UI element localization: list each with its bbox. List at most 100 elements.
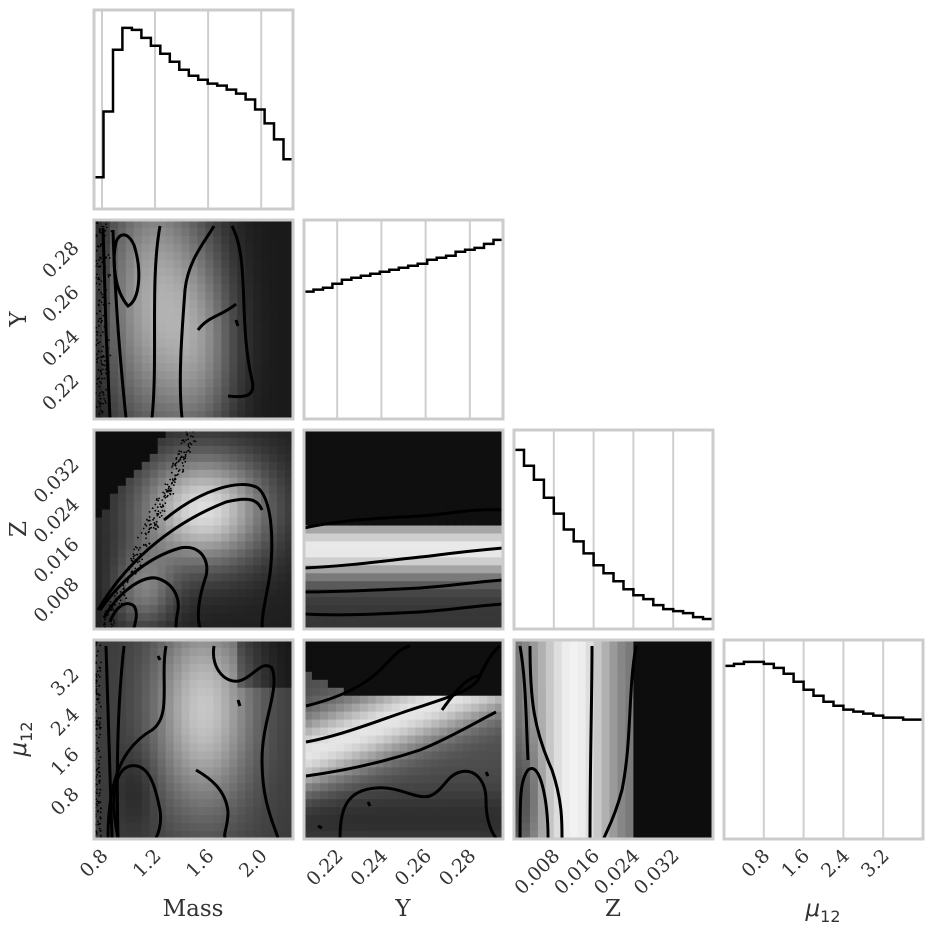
density-cell-Y-mu12 (407, 743, 417, 753)
density-cell-mass-mu12 (101, 727, 111, 737)
density-cell-mass-Y (181, 307, 191, 317)
density-cell-Z-mu12 (681, 743, 690, 753)
density-cell-Z-mu12 (633, 791, 642, 800)
density-cell-Y-mu12 (407, 695, 417, 705)
density-cell-mass-Z (197, 469, 207, 479)
density-cell-Z-mu12 (697, 807, 706, 816)
density-cell-mass-Z (101, 605, 111, 614)
density-cell-Z-mu12 (689, 831, 698, 839)
grid-mu12 (762, 640, 885, 839)
density-cell-mass-Y (189, 291, 199, 301)
outlier-point (178, 469, 181, 471)
density-cell-mass-Y (125, 307, 135, 317)
x-axis-label-y: Y (394, 896, 411, 922)
density-cell-Z-mu12 (529, 743, 539, 753)
density-cell-mass-Y (173, 315, 183, 325)
histogram-step-Z (514, 448, 713, 621)
density-cell-Y-mu12 (407, 671, 417, 681)
density-cell-mass-mu12 (245, 807, 254, 816)
outlier-point (149, 527, 151, 530)
density-cell-mass-Y (181, 243, 191, 253)
density-cell-mass-mu12 (94, 727, 103, 737)
density-cell-Y-Z (383, 509, 393, 519)
density-cell-Y-Z (487, 573, 496, 582)
outlier-point (155, 528, 157, 530)
density-cell-mass-Y (181, 395, 191, 404)
density-cell-mass-mu12 (285, 695, 293, 705)
density-cell-mass-Z (213, 525, 222, 535)
density-cell-mass-Y (229, 331, 238, 340)
density-cell-Z-mu12 (673, 767, 682, 776)
density-cell-Y-Z (407, 437, 417, 447)
density-cell-mass-Y (94, 355, 103, 364)
density-cell-Z-mu12 (625, 679, 634, 689)
density-cell-Z-mu12 (577, 743, 587, 753)
density-cell-mass-Y (189, 227, 199, 237)
density-cell-mass-mu12 (221, 663, 230, 673)
density-cell-Y-Z (495, 581, 503, 590)
density-cell-Z-mu12 (569, 703, 579, 713)
density-cell-mass-Z (269, 469, 278, 479)
density-cell-mass-mu12 (253, 735, 262, 745)
density-cell-Z-mu12 (617, 640, 627, 649)
density-cell-Y-mu12 (479, 815, 488, 824)
outlier-point (98, 721, 101, 723)
density-cell-mass-Z (189, 525, 199, 535)
density-cell-mass-Z (165, 493, 175, 503)
density-cell-Z-mu12 (641, 711, 650, 721)
density-cell-mass-Y (141, 339, 151, 348)
density-cell-Z-mu12 (681, 751, 690, 760)
density-cell-Y-mu12 (471, 815, 480, 824)
density-cell-mass-mu12 (189, 640, 199, 649)
density-cell-mass-mu12 (285, 687, 293, 697)
density-cell-mass-Z (277, 437, 286, 447)
density-cell-mass-mu12 (277, 799, 286, 808)
outlier-point (98, 782, 101, 784)
density-cell-Y-mu12 (479, 703, 488, 713)
density-cell-mass-Z (261, 453, 270, 463)
density-cell-Z-mu12 (681, 655, 690, 665)
density-cell-mass-Y (221, 387, 230, 396)
density-cell-mass-Z (213, 589, 222, 598)
density-cell-Y-Z (319, 589, 329, 598)
density-cell-Y-mu12 (367, 679, 377, 689)
outlier-point (96, 312, 98, 315)
density-cell-mass-Y (117, 331, 127, 340)
density-cell-Y-Z (359, 437, 369, 447)
density-cell-Z-mu12 (633, 783, 642, 792)
density-cell-Z-mu12 (545, 719, 555, 729)
outlier-point (144, 523, 147, 526)
density-cell-Y-Z (304, 581, 313, 590)
density-cell-Z-mu12 (665, 703, 674, 713)
density-cell-mass-mu12 (197, 775, 207, 784)
density-cell-mass-Y (101, 259, 111, 269)
density-cell-mass-mu12 (173, 679, 183, 689)
density-cell-Y-mu12 (311, 767, 321, 776)
density-cell-Y-Z (415, 445, 424, 455)
outlier-point (98, 377, 100, 379)
density-cell-Z-mu12 (529, 783, 539, 792)
density-cell-Y-mu12 (351, 799, 361, 808)
density-cell-Z-mu12 (697, 687, 706, 697)
density-cell-mass-mu12 (205, 663, 214, 673)
density-cell-mass-Z (229, 445, 238, 455)
density-cell-Z-mu12 (665, 823, 674, 832)
density-cell-Y-Z (383, 581, 393, 590)
density-cell-Y-mu12 (407, 759, 417, 768)
panel-frame-mu12-mu12 (722, 638, 925, 841)
density-cell-Z-mu12 (553, 767, 563, 776)
density-cell-Y-Z (383, 621, 393, 629)
density-cell-mass-Y (269, 291, 278, 301)
density-cell-mass-mu12 (181, 679, 191, 689)
density-cell-Y-mu12 (431, 687, 440, 697)
density-cell-mass-Y (285, 227, 293, 237)
outlier-point (122, 584, 125, 587)
outlier-point (99, 801, 102, 804)
density-cell-mass-mu12 (133, 727, 143, 737)
density-cell-Y-Z (431, 485, 440, 495)
outlier-point (97, 350, 100, 352)
density-cell-Y-mu12 (304, 687, 313, 697)
outlier-point (153, 517, 155, 519)
density-cell-Y-mu12 (327, 831, 337, 839)
density-cell-mass-Y (133, 235, 143, 245)
